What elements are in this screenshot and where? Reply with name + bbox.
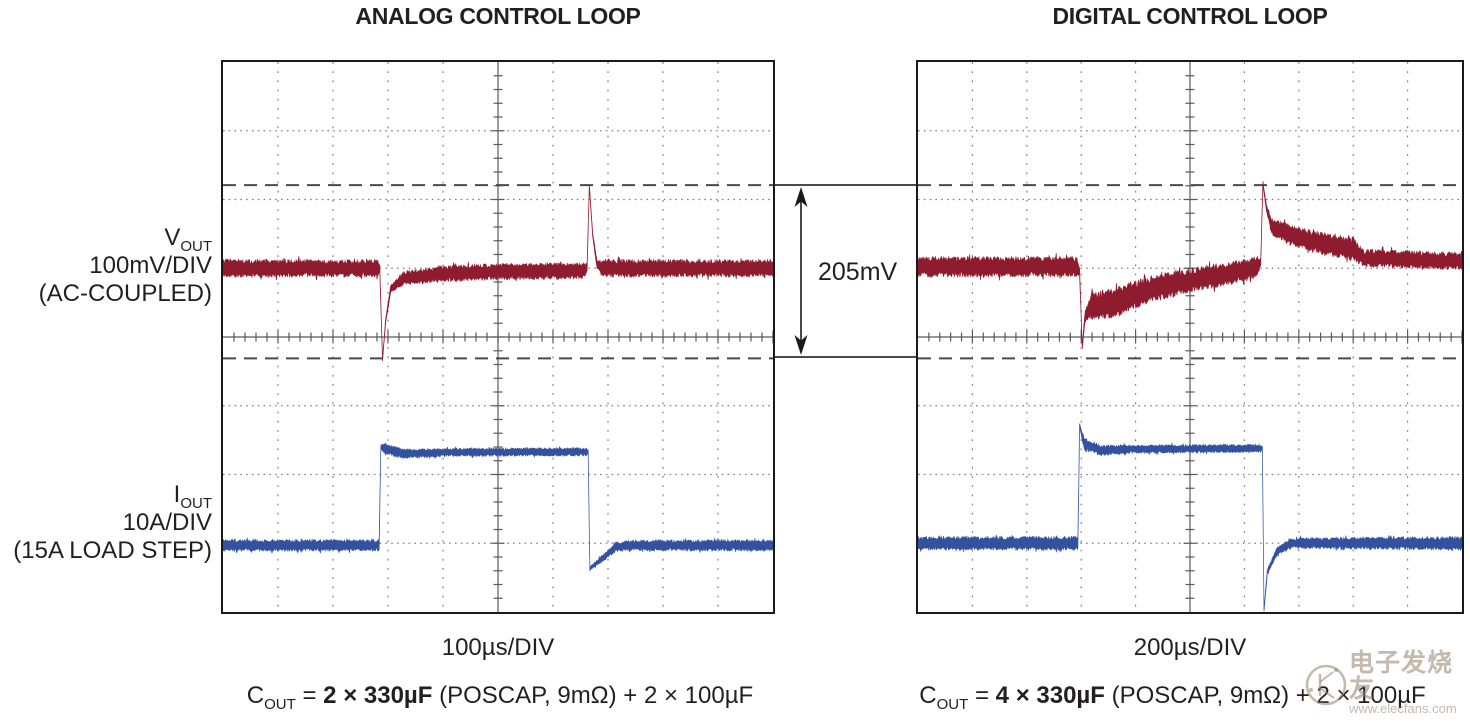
delta-measurement-arrow <box>794 187 808 355</box>
iout-axis-label: IOUT 10A/DIV (15A LOAD STEP) <box>0 481 212 565</box>
iout-axis-label-line3: (15A LOAD STEP) <box>13 537 212 564</box>
iout-axis-label-line1: IOUT <box>173 481 212 512</box>
vout-axis-label-line1: VOUT <box>164 224 212 255</box>
cursor-extension-line-bottom <box>775 356 916 358</box>
vout-axis-label: VOUT 100mV/DIV (AC-COUPLED) <box>0 224 212 308</box>
analog-scope-plot <box>221 60 775 614</box>
vout-axis-label-line3: (AC-COUPLED) <box>38 280 212 307</box>
digital-scope-canvas <box>917 62 1463 612</box>
digital-timebase-label: 200µs/DIV <box>1133 634 1247 661</box>
digital-scope-plot <box>916 60 1464 614</box>
delta-measurement-value: 205mV <box>818 258 898 286</box>
analog-scope-canvas <box>222 62 774 612</box>
analog-timebase-label: 100µs/DIV <box>441 634 555 661</box>
vout-axis-label-line2: 100mV/DIV <box>89 252 212 279</box>
cursor-extension-line-top <box>775 184 916 186</box>
digital-plot-title: DIGITAL CONTROL LOOP <box>1052 3 1328 29</box>
digital-cout-caption: COUT = 4 × 330µF (POSCAP, 9mΩ) + 2 × 100… <box>919 682 1426 713</box>
iout-axis-label-line2: 10A/DIV <box>122 509 212 536</box>
analog-plot-title: ANALOG CONTROL LOOP <box>355 3 641 29</box>
analog-cout-caption: COUT = 2 × 330µF (POSCAP, 9mΩ) + 2 × 100… <box>246 682 754 713</box>
